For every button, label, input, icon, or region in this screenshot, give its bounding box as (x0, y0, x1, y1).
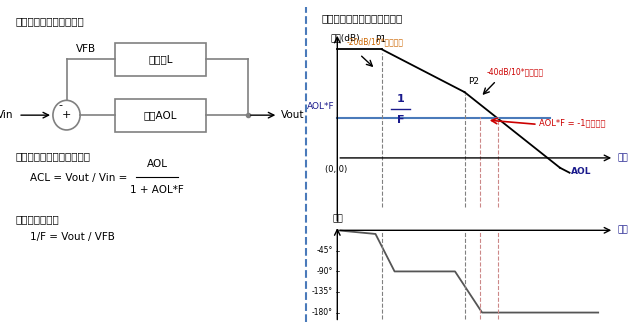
Text: 1: 1 (397, 94, 405, 104)
Text: F: F (397, 115, 404, 125)
Text: 1 + AOL*F: 1 + AOL*F (130, 185, 184, 195)
Text: 频率: 频率 (617, 153, 628, 163)
Text: 负反馈放大电路的闭环增益: 负反馈放大电路的闭环增益 (15, 151, 90, 161)
Text: 反馈系数的倒数: 反馈系数的倒数 (15, 214, 59, 224)
Text: 运放负反馈放大电路振荡模型: 运放负反馈放大电路振荡模型 (321, 13, 403, 23)
Text: Vout: Vout (281, 110, 305, 120)
Text: AOL: AOL (147, 160, 168, 169)
Text: AOL: AOL (571, 166, 592, 176)
Text: +: + (62, 110, 71, 120)
Text: -20dB/10*倍频衰减: -20dB/10*倍频衰减 (347, 38, 404, 47)
Text: -: - (59, 100, 62, 110)
Text: 运放AOL: 运放AOL (144, 110, 177, 120)
Text: -135°: -135° (311, 288, 333, 296)
Text: 负反馈L: 负反馈L (148, 54, 173, 64)
Text: (0, 0): (0, 0) (324, 165, 347, 174)
Text: -40dB/10*倍频衰减: -40dB/10*倍频衰减 (487, 67, 544, 76)
Text: ACL = Vout / Vin =: ACL = Vout / Vin = (30, 173, 131, 183)
FancyBboxPatch shape (115, 43, 205, 76)
Text: 增益(dB): 增益(dB) (331, 33, 360, 42)
Text: 运放负反馈放大电路模型: 运放负反馈放大电路模型 (15, 16, 84, 26)
FancyBboxPatch shape (115, 99, 205, 132)
Text: 频率: 频率 (617, 226, 628, 235)
Text: VFB: VFB (76, 44, 96, 54)
Text: 相位: 相位 (333, 215, 343, 224)
Text: -45°: -45° (316, 246, 333, 255)
Text: P2: P2 (467, 77, 479, 86)
Text: AOL*F: AOL*F (307, 102, 334, 112)
Text: Vin: Vin (0, 110, 14, 120)
Text: AOL*F = -1振荡区域: AOL*F = -1振荡区域 (539, 118, 606, 127)
Text: -90°: -90° (316, 267, 333, 276)
Text: -180°: -180° (311, 308, 333, 317)
Text: 1/F = Vout / VFB: 1/F = Vout / VFB (30, 232, 115, 242)
Text: P1: P1 (375, 36, 386, 44)
